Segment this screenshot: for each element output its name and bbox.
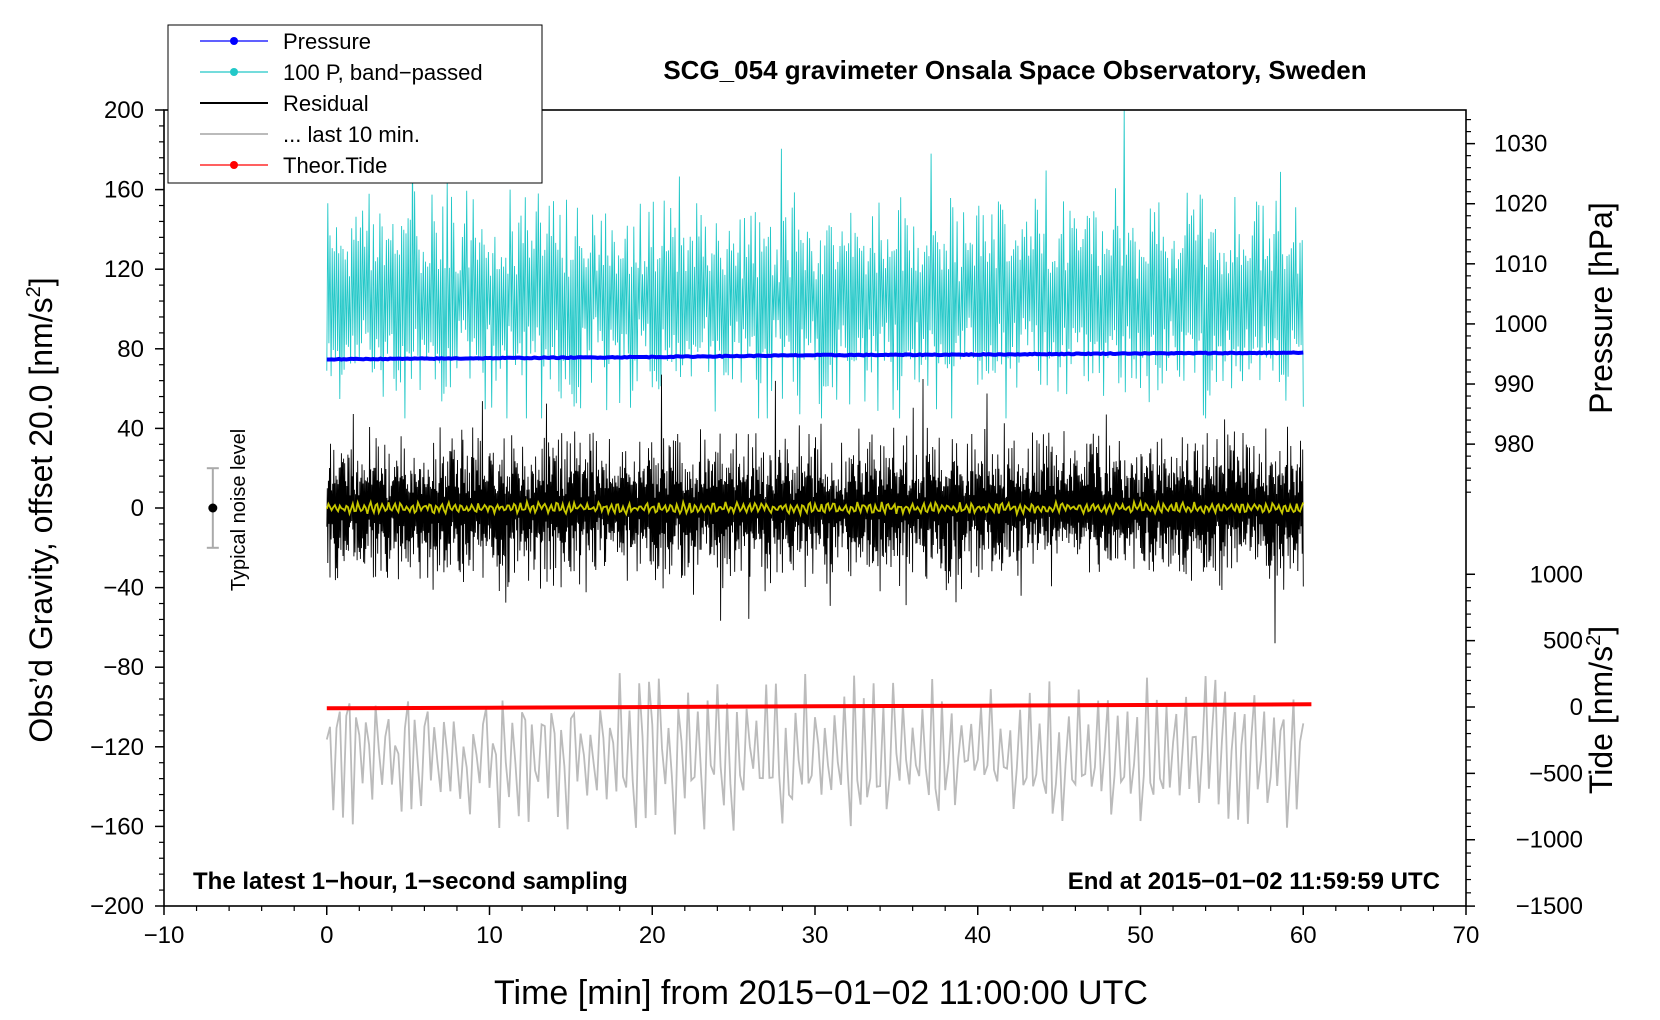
y-tick-label-pressure: 990 [1494,371,1534,398]
y-tick-label-left: 0 [131,495,144,522]
legend-marker [230,161,238,169]
y-tick-label-left: 200 [104,97,144,124]
y-tick-label-tide: 1000 [1530,561,1583,588]
y-tick-label-pressure: 1000 [1494,311,1547,338]
x-tick-label: 10 [476,922,503,949]
noise-indicator: Typical noise level [206,429,250,591]
y-tick-label-left: −80 [103,654,144,681]
footnote-left: The latest 1−hour, 1−second sampling [193,868,628,895]
legend-entry: 100 P, band−passed [200,60,483,85]
legend-marker [230,37,238,45]
x-tick-label: 60 [1290,922,1317,949]
series-bandpassed-pressure [326,109,1304,419]
y-tick-label-left: −120 [90,734,144,761]
legend-entry: Pressure [200,29,371,54]
legend-label: ... last 10 min. [283,122,420,147]
x-tick-label: −10 [144,922,185,949]
y-tick-label-left: 80 [117,336,144,363]
legend-label: 100 P, band−passed [283,60,483,85]
legend-label: Pressure [283,29,371,54]
y-tick-label-tide: −1000 [1516,827,1583,854]
x-tick-label: 40 [964,922,991,949]
y-tick-label-left: 40 [117,415,144,442]
y-tick-label-pressure: 980 [1494,431,1534,458]
series-residual-smoothed [325,498,1305,518]
x-tick-label: 30 [802,922,829,949]
y-tick-label-pressure: 1020 [1494,191,1547,218]
y-axis-label-pressure: Pressure [hPa] [1583,202,1619,414]
series-last-10-min [325,673,1305,835]
y-axis-label-tide: Tide [nm/s2] [1583,626,1619,794]
legend-entry: Residual [200,91,369,116]
y-tick-label-left: −200 [90,893,144,920]
y-tick-label-tide: 0 [1570,694,1583,721]
x-tick-label: 70 [1453,922,1480,949]
x-tick-label: 0 [320,922,333,949]
y-tick-label-left: −40 [103,575,144,602]
y-tick-label-pressure: 1010 [1494,251,1547,278]
footnote-right: End at 2015−01−02 11:59:59 UTC [1068,868,1440,895]
legend-entry: Theor.Tide [200,153,387,178]
series-residual [326,374,1304,644]
y-tick-label-tide: −1500 [1516,893,1583,920]
legend-label: Theor.Tide [283,153,387,178]
x-axis-label: Time [min] from 2015−01−02 11:00:00 UTC [494,974,1148,1012]
legend-label: Residual [283,91,369,116]
series-layer [325,109,1312,835]
legend-marker [230,68,238,76]
noise-center-point [208,503,218,513]
y-tick-label-tide: 500 [1543,628,1583,655]
noise-indicator-label: Typical noise level [228,429,250,591]
chart-title: SCG_054 gravimeter Onsala Space Observat… [663,55,1366,85]
y-axis-label-left: Obs’d Gravity, offset 20.0 [nm/s2] [23,277,59,742]
x-tick-label: 20 [639,922,666,949]
series-theoretical-tide [326,702,1312,711]
y-tick-label-left: 160 [104,177,144,204]
y-tick-label-pressure: 1030 [1494,131,1547,158]
series-pressure [326,350,1304,362]
x-tick-label: 50 [1127,922,1154,949]
legend-entry: ... last 10 min. [200,122,420,147]
axes-layer: −10 0 10 20 30 40 50 60 70−200−160−120−80−400408… [90,97,1583,949]
legend: Pressure 100 P, band−passed Residual ... la… [167,24,543,184]
y-tick-label-tide: −500 [1529,760,1583,787]
y-tick-label-left: −160 [90,813,144,840]
y-tick-label-left: 120 [104,256,144,283]
